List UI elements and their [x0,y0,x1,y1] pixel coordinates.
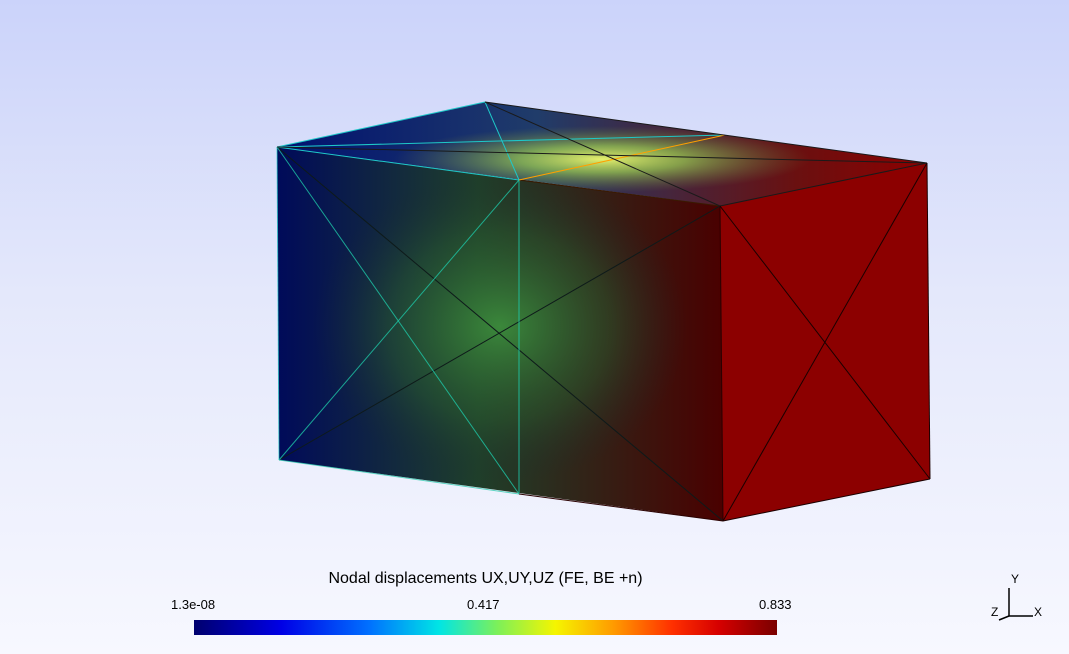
x-axis-label: X [1034,605,1042,619]
mesh-scene[interactable] [0,0,1069,560]
front-face-edges [276,146,724,522]
z-axis-label: Z [991,605,998,619]
legend-min-label: 1.3e-08 [171,597,216,612]
legend-max-label: 0.833 [759,597,792,612]
legend-title: Nodal displacements UX,UY,UZ (FE, BE +n) [328,570,643,587]
color-scale-bar [194,620,777,635]
y-axis-label: Y [1011,572,1019,586]
axis-orientation-triad: Y X Z [991,572,1042,621]
top-face-edges [276,101,928,207]
right-face-edges [719,162,931,522]
legend-mid-label: 0.417 [467,597,500,612]
z-axis-line [998,615,1010,621]
